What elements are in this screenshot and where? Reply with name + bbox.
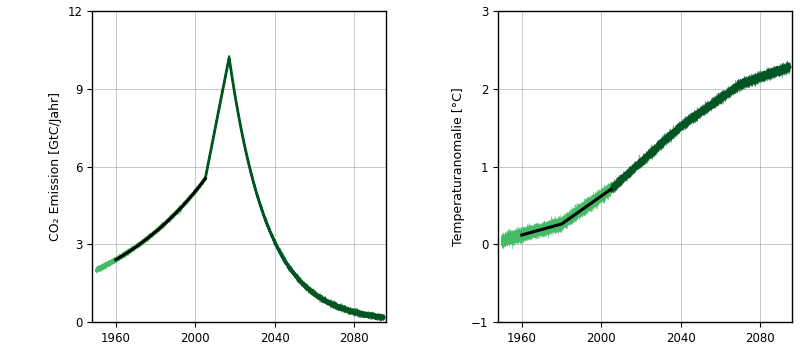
- Y-axis label: CO₂ Emission [GtC/Jahr]: CO₂ Emission [GtC/Jahr]: [49, 92, 62, 241]
- Y-axis label: Temperaturanomalie [°C]: Temperaturanomalie [°C]: [452, 87, 466, 246]
